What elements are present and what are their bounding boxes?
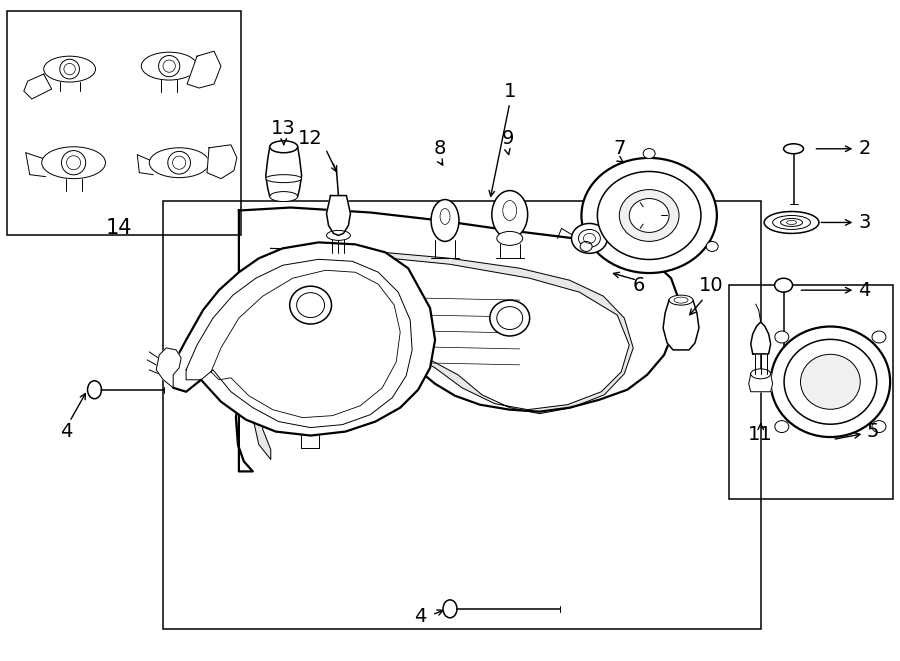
Bar [729,285,893,499]
Text: 10: 10 [699,276,724,295]
Text: 14: 14 [106,218,132,239]
Ellipse shape [775,420,788,432]
Text: 1: 1 [504,81,516,100]
Circle shape [61,151,86,175]
Text: 11: 11 [748,425,773,444]
Ellipse shape [490,300,530,336]
Polygon shape [23,74,51,99]
Text: 9: 9 [501,130,514,148]
Text: 4: 4 [414,607,427,626]
Ellipse shape [497,307,523,329]
Ellipse shape [579,229,600,247]
Ellipse shape [270,192,298,202]
Bar [7,11,241,235]
Ellipse shape [772,215,811,229]
Polygon shape [663,300,699,350]
Ellipse shape [784,339,877,424]
Text: 3: 3 [859,213,870,232]
Polygon shape [327,196,350,235]
Ellipse shape [751,369,770,379]
Polygon shape [266,147,302,196]
Ellipse shape [770,327,890,437]
Ellipse shape [800,354,860,409]
Ellipse shape [872,420,886,432]
Ellipse shape [580,241,592,251]
Polygon shape [749,374,772,392]
Text: 2: 2 [859,139,870,158]
Ellipse shape [581,158,717,273]
Circle shape [167,151,191,174]
Ellipse shape [491,190,527,239]
Ellipse shape [780,219,803,227]
Ellipse shape [270,141,298,153]
Ellipse shape [87,381,102,399]
Ellipse shape [297,293,325,317]
Ellipse shape [149,148,209,178]
Bar [163,200,760,629]
Polygon shape [187,51,221,88]
Ellipse shape [327,231,350,241]
Text: 13: 13 [271,120,296,138]
Ellipse shape [572,223,608,253]
Ellipse shape [706,241,718,251]
Ellipse shape [598,171,701,260]
Ellipse shape [644,149,655,159]
Polygon shape [236,208,679,471]
Ellipse shape [141,52,197,80]
Ellipse shape [669,295,693,305]
Ellipse shape [872,331,886,343]
Text: 6: 6 [633,276,645,295]
Ellipse shape [497,231,523,245]
Ellipse shape [784,144,804,154]
Text: 4: 4 [859,281,870,299]
Ellipse shape [775,331,788,343]
Text: 5: 5 [866,422,878,441]
Polygon shape [171,243,435,436]
Ellipse shape [431,200,459,241]
Ellipse shape [44,56,95,82]
Text: 7: 7 [613,139,626,158]
Ellipse shape [764,212,819,233]
Text: 8: 8 [434,139,446,158]
Ellipse shape [443,600,457,618]
Text: 4: 4 [60,422,73,441]
Ellipse shape [775,278,793,292]
Polygon shape [251,249,634,459]
Polygon shape [157,348,181,388]
Circle shape [158,56,180,77]
Ellipse shape [619,190,679,241]
Polygon shape [207,145,237,178]
Ellipse shape [266,175,302,182]
Ellipse shape [290,286,331,324]
Circle shape [59,59,79,79]
Ellipse shape [41,147,105,178]
Ellipse shape [629,198,669,233]
Polygon shape [751,322,770,354]
Text: 12: 12 [298,130,323,148]
